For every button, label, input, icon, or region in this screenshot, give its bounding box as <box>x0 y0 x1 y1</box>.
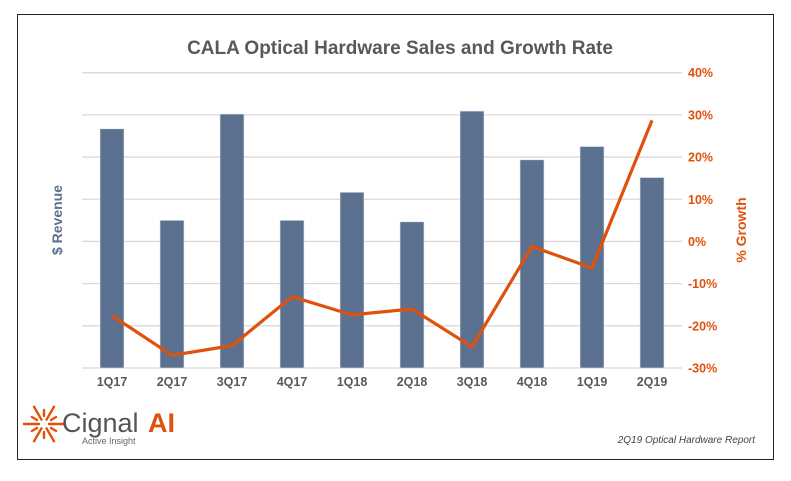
y-tick-label: 0% <box>688 235 706 249</box>
growth-line <box>111 119 654 357</box>
revenue-bar <box>639 177 665 369</box>
revenue-bar <box>159 220 185 369</box>
starburst-icon <box>22 405 66 443</box>
y-tick-label: 30% <box>688 108 713 122</box>
x-tick-label: 1Q18 <box>337 375 368 389</box>
revenue-bar <box>579 146 605 369</box>
logo-tagline: Active Insight <box>82 436 136 446</box>
revenue-bar <box>279 220 305 369</box>
x-tick-label: 3Q17 <box>217 375 248 389</box>
logo-ai: AI <box>148 408 175 438</box>
y-axis-right-label: % Growth <box>733 197 749 262</box>
x-tick-label: 2Q19 <box>637 375 668 389</box>
x-tick-label: 2Q18 <box>397 375 428 389</box>
y-tick-label: -30% <box>688 362 717 376</box>
revenue-bar <box>519 159 545 369</box>
x-tick-label: 2Q17 <box>157 375 188 389</box>
x-tick-label: 4Q18 <box>517 375 548 389</box>
y-axis-left-label: $ Revenue <box>49 185 65 255</box>
chart-title: CALA Optical Hardware Sales and Growth R… <box>187 38 613 59</box>
revenue-bar <box>219 113 245 369</box>
revenue-bar <box>99 128 125 369</box>
x-tick-label: 3Q18 <box>457 375 488 389</box>
y-tick-label: 10% <box>688 193 713 207</box>
cignal-ai-logo: Cignal AI Active Insight <box>22 405 175 446</box>
x-tick-label: 1Q19 <box>577 375 608 389</box>
y-tick-label: -10% <box>688 277 717 291</box>
report-footer: 2Q19 Optical Hardware Report <box>617 435 757 446</box>
x-tick-label: 4Q17 <box>277 375 308 389</box>
logo-name: Cignal <box>62 408 139 438</box>
chart-frame <box>17 14 774 460</box>
x-tick-label: 1Q17 <box>97 375 128 389</box>
revenue-bar <box>459 110 485 369</box>
y-tick-label: 40% <box>688 66 713 80</box>
revenue-bar <box>339 191 365 369</box>
y-tick-label: 20% <box>688 151 713 165</box>
y-tick-label: -20% <box>688 319 717 333</box>
revenue-bar <box>399 221 425 369</box>
